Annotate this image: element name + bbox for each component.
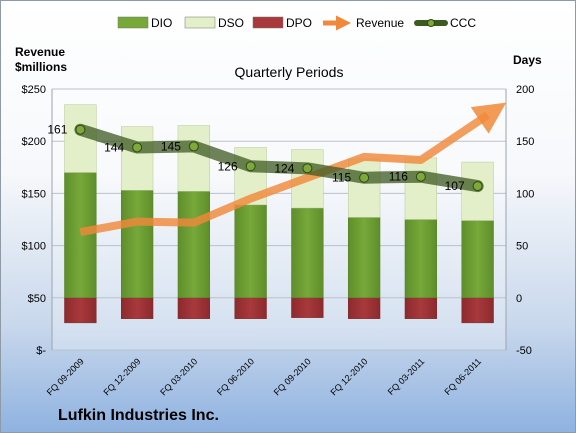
left-tick-label: $250 xyxy=(22,84,46,96)
ccc-line xyxy=(74,123,484,193)
ccc-data-label: 116 xyxy=(389,170,408,184)
left-tick-label: $- xyxy=(36,345,46,357)
dso-bar xyxy=(404,157,438,220)
dio-bar xyxy=(404,219,438,299)
ccc-point xyxy=(415,171,426,182)
category-tick-label: FQ 03-2011 xyxy=(386,356,427,397)
ccc-point xyxy=(359,172,370,183)
left-axis-title-line-2: $millions xyxy=(15,60,68,74)
legend-label-dso: DSO xyxy=(218,16,244,30)
legend-label-dpo: DPO xyxy=(286,16,312,30)
ccc-data-label: 126 xyxy=(218,159,238,173)
dso-bar xyxy=(347,158,381,218)
ccc-point xyxy=(132,142,143,153)
dio-bar xyxy=(177,191,211,299)
ccc-data-label: 145 xyxy=(161,139,181,153)
ccc-point xyxy=(472,181,483,192)
right-tick-label: 150 xyxy=(516,136,534,148)
category-tick-label: FQ 09-2009 xyxy=(45,356,86,397)
category-tick-label: FQ 06-2010 xyxy=(215,356,256,397)
left-axis-title: Revenue $millions xyxy=(15,45,67,75)
right-tick-label: -50 xyxy=(516,345,532,357)
right-tick-label: 0 xyxy=(516,293,522,305)
dpo-bar xyxy=(404,297,438,319)
ccc-point xyxy=(75,124,86,135)
left-tick-label: $150 xyxy=(22,188,46,200)
legend-swatch-dso xyxy=(184,16,216,29)
dio-bar xyxy=(234,204,267,299)
category-tick-label: FQ 12-2010 xyxy=(329,356,370,397)
dio-bar xyxy=(291,207,324,299)
chart-subtitle: Quarterly Periods xyxy=(234,64,344,80)
dio-bar xyxy=(347,217,381,299)
category-tick-label: FQ 06-2011 xyxy=(442,356,483,397)
left-tick-label: $50 xyxy=(28,293,46,305)
legend-swatch-dpo xyxy=(252,16,284,29)
legend-label-ccc: CCC xyxy=(450,16,476,30)
left-tick-label: $200 xyxy=(22,136,46,148)
dpo-bar xyxy=(234,297,267,319)
left-axis-title-line-1: Revenue xyxy=(15,45,66,59)
category-tick-label: FQ 12-2009 xyxy=(102,356,143,397)
category-tick-label: FQ 09-2010 xyxy=(272,356,313,397)
ccc-point xyxy=(302,163,313,174)
dpo-bar xyxy=(347,297,381,319)
legend-swatch-dio xyxy=(117,16,149,29)
ccc-data-label: 144 xyxy=(104,140,124,154)
revenue-line xyxy=(79,102,507,236)
dso-bar xyxy=(120,126,154,191)
right-tick-label: 50 xyxy=(516,241,528,253)
dpo-bar xyxy=(461,297,494,324)
ccc-data-label: 107 xyxy=(445,179,465,193)
dio-bar xyxy=(64,172,97,299)
dpo-bar xyxy=(64,297,97,324)
ccc-data-label: 124 xyxy=(274,161,294,175)
dio-bar xyxy=(120,190,154,299)
ccc-point xyxy=(188,141,199,152)
dso-bar xyxy=(177,125,211,192)
ccc-data-label: 115 xyxy=(332,171,351,185)
legend-label-dio: DIO xyxy=(151,16,172,30)
right-axis-title: Days xyxy=(513,53,542,67)
dpo-bar xyxy=(291,297,324,318)
company-name: Lufkin Industries Inc. xyxy=(58,407,219,424)
left-tick-label: $100 xyxy=(22,241,46,253)
legend-label-revenue: Revenue xyxy=(356,16,404,30)
dpo-bar xyxy=(120,297,154,319)
right-tick-label: 100 xyxy=(516,188,534,200)
dpo-bar xyxy=(177,297,211,319)
plot-area xyxy=(52,89,506,350)
category-tick-label: FQ 03-2010 xyxy=(158,356,199,397)
ccc-data-label: 161 xyxy=(47,123,67,137)
ccc-point xyxy=(245,161,256,172)
right-tick-label: 200 xyxy=(516,84,534,96)
legend-marker-ccc xyxy=(427,19,435,27)
dio-bar xyxy=(461,220,494,299)
